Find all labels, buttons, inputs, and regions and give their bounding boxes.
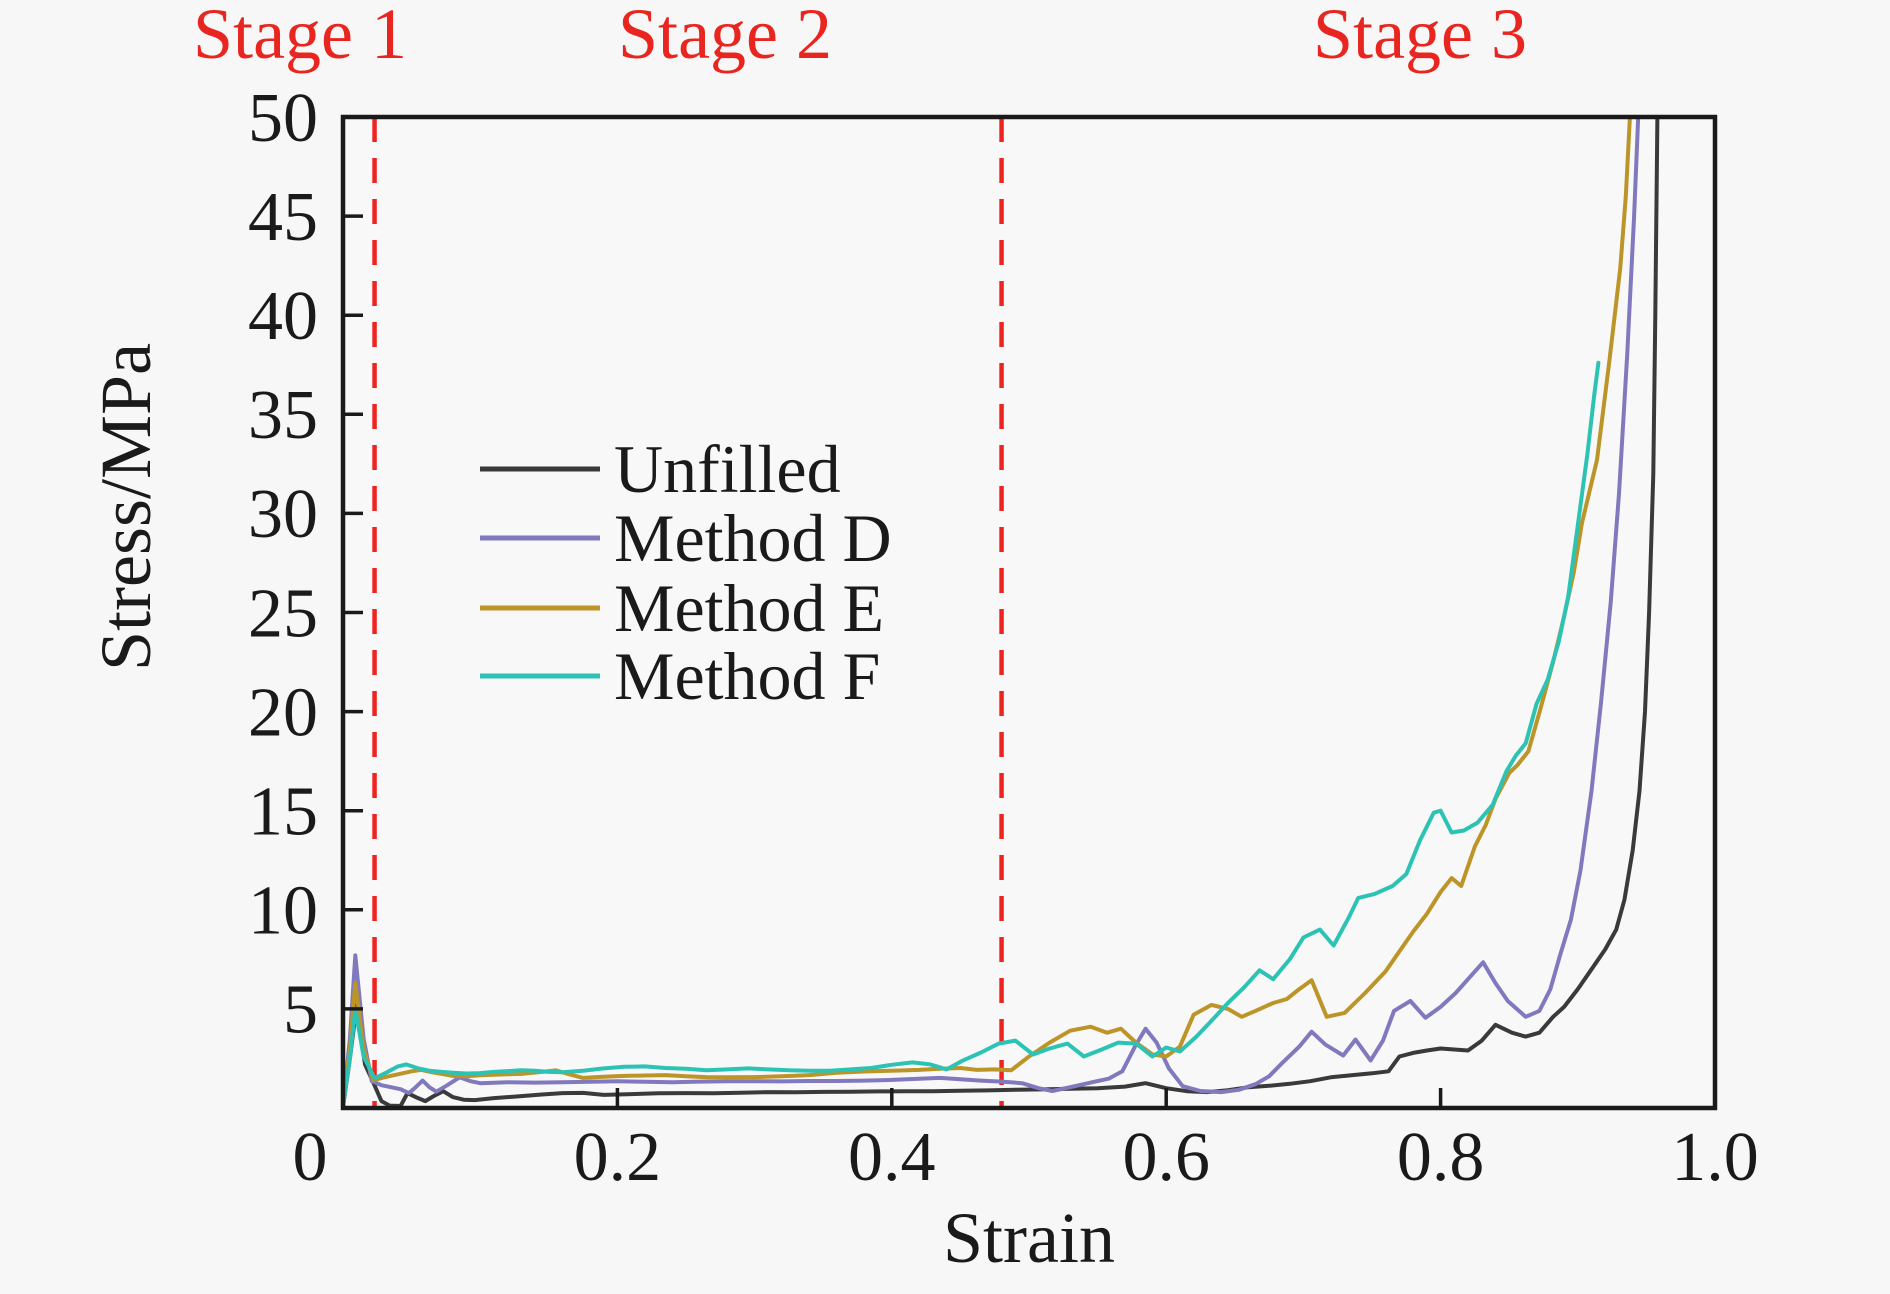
curve-unfilled — [343, 117, 1660, 1108]
y-tick-label: 5 — [283, 972, 318, 1049]
x-tick-label: 0.8 — [1397, 1119, 1485, 1196]
stage-1-label: Stage 1 — [193, 0, 407, 74]
x-tick-label: 0.6 — [1122, 1119, 1210, 1196]
x-tick-label: 0 — [293, 1119, 328, 1196]
curve-method-e — [343, 117, 1632, 1108]
y-tick-label: 40 — [248, 278, 318, 355]
axis-ticks — [343, 115, 1443, 1108]
plot-background — [343, 117, 1715, 1108]
legend: Unfilled Method D Method E Method F — [480, 431, 892, 714]
stage-2-label: Stage 2 — [618, 0, 832, 74]
curve-method-f — [343, 360, 1601, 1108]
stage-3-label: Stage 3 — [1313, 0, 1527, 74]
y-tick-label: 15 — [248, 774, 318, 851]
y-tick-label: 30 — [248, 476, 318, 553]
y-axis-title: Stress/MPa — [86, 343, 166, 671]
x-tick-label: 0.2 — [574, 1119, 662, 1196]
legend-label-unfilled: Unfilled — [614, 431, 841, 507]
data-curves — [343, 117, 1660, 1108]
y-tick-label: 35 — [248, 377, 318, 454]
axis-tick-labels: 5 10 15 20 25 30 35 40 45 50 0 0.2 0.4 0.6 0.8 1.0 — [248, 80, 1759, 1196]
y-tick-label: 45 — [248, 179, 318, 256]
curve-method-d — [343, 117, 1641, 1108]
x-axis-title: Strain — [943, 1198, 1115, 1278]
y-tick-label: 20 — [248, 674, 318, 751]
y-tick-label: 25 — [248, 575, 318, 652]
legend-label-method-e: Method E — [614, 570, 884, 646]
legend-label-method-f: Method F — [614, 638, 880, 714]
x-tick-label: 0.4 — [848, 1119, 936, 1196]
legend-label-method-d: Method D — [614, 500, 892, 576]
y-tick-label: 10 — [248, 873, 318, 950]
x-tick-label: 1.0 — [1671, 1119, 1759, 1196]
y-tick-label: 50 — [248, 80, 318, 157]
stage-boundary-lines — [372, 117, 1004, 1108]
